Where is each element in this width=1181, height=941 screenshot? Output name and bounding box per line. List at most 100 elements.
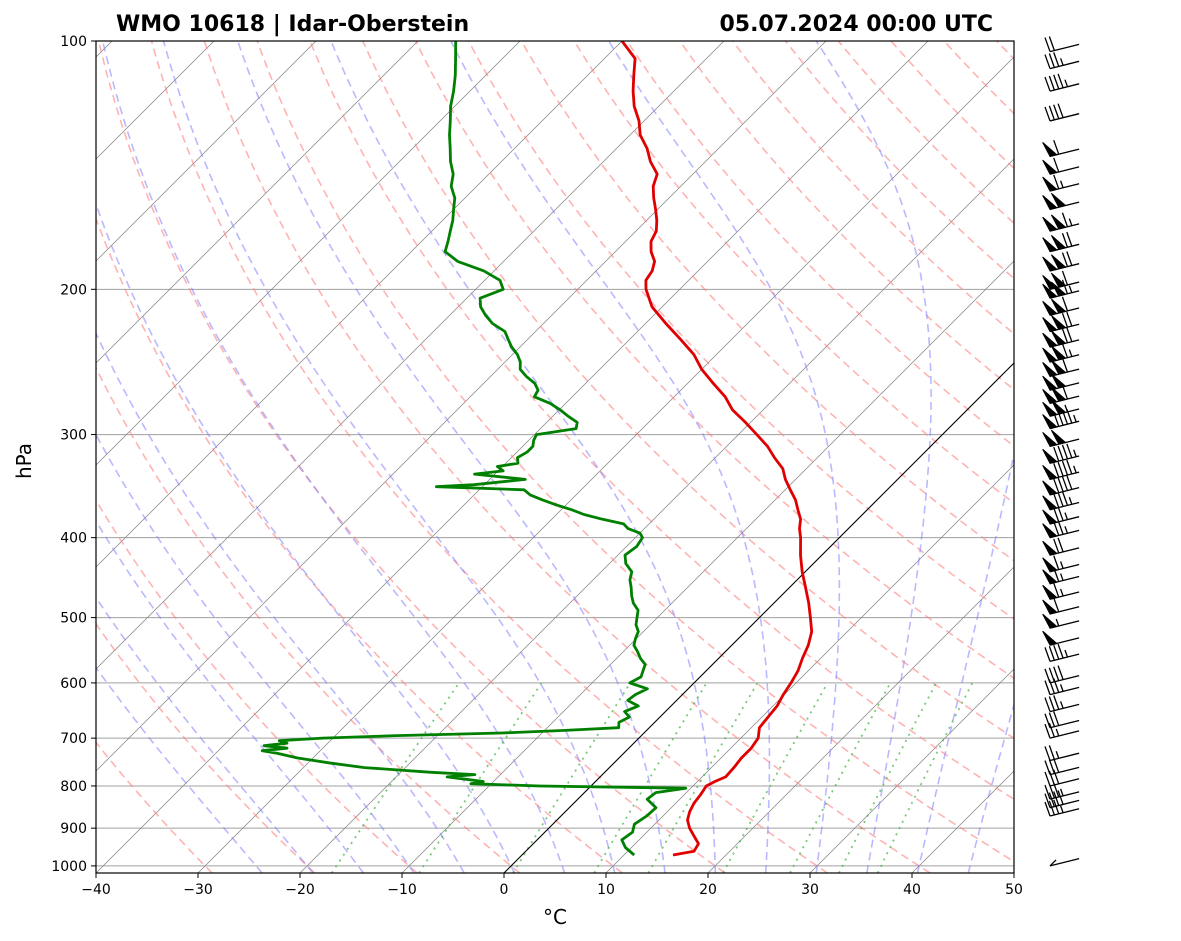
mixing-ratio-line bbox=[593, 682, 708, 873]
moist-adiabat-line bbox=[450, 41, 771, 873]
wind-barb-shaft bbox=[1049, 113, 1080, 122]
isotherm-line bbox=[401, 260, 1014, 873]
zero-isotherm bbox=[503, 362, 1014, 873]
wind-barb-full bbox=[1053, 758, 1060, 773]
dry-adiabat-line bbox=[626, 41, 1014, 448]
x-axis-label: °C bbox=[543, 905, 567, 929]
wind-barb-flag bbox=[1042, 569, 1058, 585]
wind-barb-flag bbox=[1042, 630, 1058, 646]
wind-barb-flag bbox=[1042, 283, 1058, 299]
wind-barb-full bbox=[1057, 461, 1064, 477]
wind-barb-full bbox=[1066, 311, 1073, 327]
wind-barb-full bbox=[1057, 520, 1064, 535]
wind-barb-full bbox=[1053, 74, 1060, 90]
wind-barb-flag bbox=[1042, 599, 1058, 615]
wind-barb-full bbox=[1053, 582, 1060, 598]
wind-barb-flag bbox=[1042, 159, 1058, 175]
wind-barb-half bbox=[1073, 449, 1077, 457]
wind-barb-flag bbox=[1042, 613, 1058, 629]
isotherm-line bbox=[707, 566, 1014, 873]
wind-barb-flag bbox=[1042, 557, 1058, 573]
x-tick-label: −20 bbox=[285, 882, 315, 898]
y-tick-label: 200 bbox=[60, 282, 87, 298]
wind-barb-half bbox=[1059, 788, 1064, 797]
wind-barb-flag bbox=[1050, 192, 1067, 208]
wind-barb-flag bbox=[1050, 373, 1067, 389]
wind-barb-flag bbox=[1050, 254, 1067, 270]
wind-barb-full bbox=[1061, 476, 1069, 491]
wind-barb bbox=[1042, 506, 1080, 525]
wind-barb-shaft bbox=[1049, 799, 1080, 809]
wind-barb-full bbox=[1066, 459, 1073, 475]
isotherm-line bbox=[96, 41, 317, 262]
wind-barb-flag bbox=[1050, 314, 1067, 330]
isotherm-line bbox=[96, 41, 725, 670]
wind-barb-full bbox=[1061, 444, 1069, 460]
mixing-ratio-line bbox=[647, 682, 759, 873]
wind-barb-half bbox=[1068, 218, 1073, 226]
wind-barb-full bbox=[1061, 312, 1069, 328]
wind-barb-full bbox=[1053, 104, 1060, 119]
wind-barb-flag bbox=[1042, 401, 1058, 417]
wind-barb bbox=[1042, 537, 1080, 556]
wind-barb-half bbox=[1073, 465, 1077, 474]
wind-barb-half bbox=[1059, 588, 1064, 597]
zero-isotherm-line bbox=[503, 362, 1014, 873]
wind-barb-flag bbox=[1042, 414, 1058, 430]
wind-barb-full bbox=[1061, 233, 1069, 248]
wind-barb-full bbox=[1048, 792, 1055, 807]
wind-barb-full bbox=[1048, 75, 1055, 91]
dry-adiabat-line bbox=[96, 366, 521, 873]
x-tick-label: 20 bbox=[699, 882, 717, 898]
wind-barb bbox=[1042, 613, 1080, 629]
wind-barb bbox=[1049, 858, 1080, 867]
wind-barb-full bbox=[1057, 73, 1064, 89]
wind-barb-full bbox=[1053, 666, 1060, 681]
wind-barb-full bbox=[1053, 711, 1060, 726]
moist-adiabat-line bbox=[330, 41, 717, 873]
wind-barb-flag bbox=[1042, 256, 1058, 272]
wind-barb-half bbox=[1068, 349, 1073, 357]
wind-barb-flag bbox=[1042, 317, 1058, 333]
wind-barb bbox=[1042, 597, 1080, 615]
wind-barb-full bbox=[1048, 722, 1055, 738]
wind-barb-full bbox=[1048, 36, 1055, 51]
wind-barb-full bbox=[1053, 769, 1060, 785]
isotherm-line bbox=[96, 41, 521, 466]
y-tick-label: 1000 bbox=[51, 859, 87, 875]
wind-barb-flag bbox=[1042, 389, 1058, 404]
mixing-ratio-line bbox=[418, 682, 543, 873]
isotherm-line bbox=[809, 668, 1014, 873]
wind-barb bbox=[1044, 769, 1080, 787]
wind-barb-shaft bbox=[1049, 752, 1080, 762]
wind-barb bbox=[1042, 251, 1080, 272]
wind-barb-full bbox=[1044, 723, 1051, 739]
y-tick-label: 400 bbox=[60, 531, 87, 547]
wind-barb-full bbox=[1044, 793, 1051, 808]
moist-adiabat-line bbox=[96, 202, 516, 873]
x-tick-label: 50 bbox=[1005, 882, 1023, 898]
wind-barb-half bbox=[1055, 618, 1060, 627]
wind-barb bbox=[1042, 384, 1080, 405]
moist-adiabat-line bbox=[96, 331, 465, 873]
wind-barb-flag bbox=[1042, 347, 1058, 363]
wind-barb-flag bbox=[1042, 431, 1058, 447]
dry-adiabat-line bbox=[256, 41, 1014, 863]
wind-barb bbox=[1042, 212, 1080, 232]
wind-barb-full bbox=[1053, 791, 1060, 806]
dry-adiabat-line bbox=[96, 498, 418, 873]
y-tick-label: 100 bbox=[60, 34, 87, 50]
wind-barb bbox=[1044, 758, 1080, 776]
wind-barb-shaft bbox=[1049, 703, 1080, 713]
wind-barb-full bbox=[1057, 665, 1064, 680]
x-tick-label: 30 bbox=[801, 882, 819, 898]
wind-barb-full bbox=[1053, 174, 1060, 190]
wind-barb-full bbox=[1057, 643, 1064, 659]
moist-adiabat-line bbox=[96, 519, 365, 873]
wind-barb-full bbox=[1048, 770, 1055, 786]
wind-barb-full bbox=[1048, 759, 1055, 774]
wind-barb-flag bbox=[1042, 216, 1058, 232]
temperature-profile-line bbox=[620, 41, 814, 857]
wind-barb bbox=[1044, 643, 1080, 662]
